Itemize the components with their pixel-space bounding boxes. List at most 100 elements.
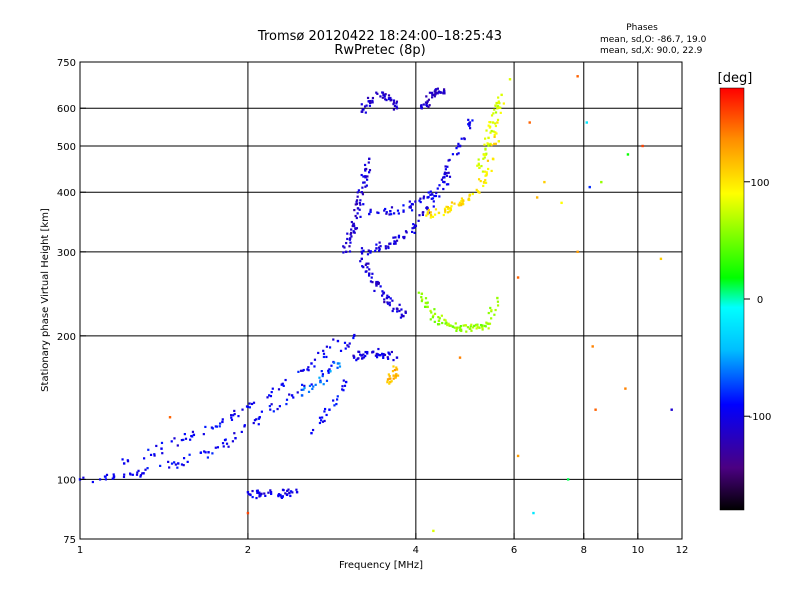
echo-point [422, 197, 425, 200]
echo-point [437, 319, 441, 323]
echo-point [374, 249, 377, 252]
echo-point [345, 241, 348, 245]
echo-point [362, 356, 366, 359]
echo-point [433, 320, 436, 323]
echo-point [318, 376, 321, 379]
echo-point [269, 408, 272, 411]
echo-point [296, 391, 299, 394]
echo-point [258, 416, 261, 419]
echo-point [364, 111, 367, 114]
echo-point [267, 491, 270, 494]
echo-point [490, 114, 494, 117]
echo-point [270, 492, 273, 496]
echo-point [339, 349, 343, 352]
echo-point [182, 457, 186, 460]
echo-point [422, 103, 425, 106]
echo-point [367, 274, 371, 277]
echo-point [395, 102, 398, 105]
echo-point [364, 185, 367, 188]
echo-point [400, 308, 403, 311]
echo-point [352, 354, 355, 357]
echo-point [479, 323, 483, 327]
echo-point [427, 105, 430, 109]
echo-point [494, 124, 498, 128]
echo-point [310, 362, 313, 365]
echo-point [272, 410, 275, 413]
echo-point [391, 309, 394, 313]
echo-point [149, 453, 153, 457]
echo-point [379, 95, 382, 98]
echo-point [460, 329, 463, 333]
echo-point [626, 153, 630, 156]
echo-point [246, 511, 250, 515]
echo-point [159, 464, 162, 467]
echo-point [396, 209, 400, 212]
echo-point [277, 494, 280, 497]
echo-point [476, 164, 479, 167]
echo-point [516, 454, 520, 458]
echo-point [394, 376, 397, 379]
echo-point [408, 206, 411, 209]
y-tick-label: 400 [57, 188, 76, 199]
echo-point [320, 419, 323, 422]
echo-point [311, 387, 314, 391]
echo-point [494, 131, 497, 134]
echo-point [323, 410, 326, 413]
echo-point [224, 438, 227, 441]
echo-point [392, 108, 396, 111]
echo-point [397, 236, 400, 239]
echo-point [390, 213, 393, 216]
plot-frame [79, 61, 683, 540]
echo-point [335, 398, 339, 401]
echo-point [291, 491, 294, 494]
echo-point [260, 410, 263, 413]
echo-point [306, 368, 309, 371]
echo-point [543, 180, 546, 184]
echo-point [494, 104, 497, 107]
echo-point [104, 475, 107, 478]
echo-point [498, 106, 501, 109]
echo-point [497, 140, 500, 143]
echo-point [454, 322, 457, 325]
colorbar-tick-label: 0 [757, 295, 763, 306]
echo-point [365, 262, 368, 265]
echo-point [347, 345, 350, 348]
echo-point [419, 197, 422, 200]
echo-point [360, 250, 363, 254]
echo-point [461, 202, 465, 205]
echo-point [442, 176, 445, 179]
echo-point [252, 421, 255, 425]
echo-point [486, 142, 489, 145]
y-axis-label: Stationary phase Virtual Height [km] [40, 208, 51, 392]
echo-point [367, 249, 370, 252]
echo-point [218, 425, 221, 428]
echo-point [477, 158, 480, 161]
echo-point [591, 345, 594, 348]
echo-point [483, 143, 486, 146]
echo-point [426, 305, 429, 309]
echo-point [430, 197, 433, 200]
echo-point [374, 354, 377, 357]
echo-point [243, 424, 246, 427]
echo-point [389, 297, 392, 300]
phases-x-stats: mean, sd,X: 90.0, 22.9 [600, 46, 703, 56]
echo-point [280, 496, 284, 499]
echo-point [393, 368, 397, 372]
echo-point [248, 406, 251, 409]
echo-point [392, 236, 395, 239]
echo-point [433, 194, 436, 198]
echo-point [487, 144, 490, 147]
echo-point [269, 491, 273, 494]
x-tick-label: 4 [413, 545, 419, 556]
echo-point [496, 107, 499, 110]
echo-point [484, 181, 488, 184]
echo-point [321, 416, 324, 419]
echo-point [487, 124, 490, 127]
echo-point [508, 78, 512, 81]
echo-point [387, 295, 390, 299]
echo-point [395, 100, 399, 103]
echo-point [434, 194, 438, 198]
echo-point [350, 231, 353, 235]
echo-point [437, 211, 441, 215]
echo-point [355, 199, 359, 202]
